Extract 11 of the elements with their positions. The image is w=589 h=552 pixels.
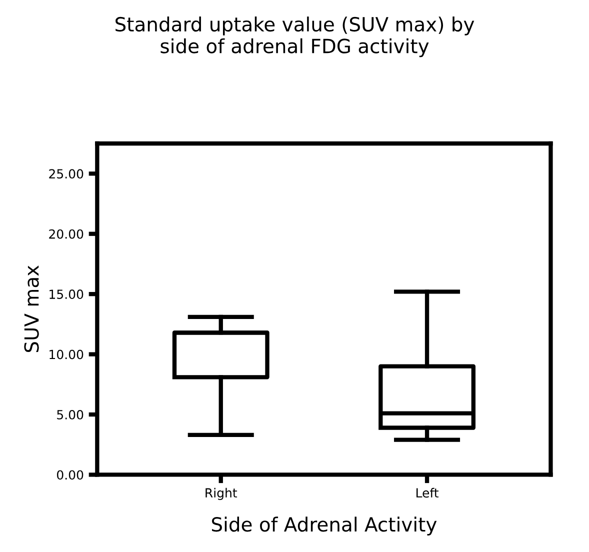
y-tick-label: 15.00 (50, 290, 84, 299)
y-tick-label: 5.00 (57, 410, 84, 420)
x-tick-label: Left (416, 488, 438, 498)
chart-title: Standard uptake value (SUV max) by side of adrenal FDG activity (116, 16, 474, 58)
x-tick-label: Right (206, 488, 238, 500)
y-tick-label: 0.00 (56, 470, 84, 480)
x-axis-title: Side of Adrenal Activity (212, 516, 437, 536)
y-tick-label: 20.00 (49, 229, 84, 239)
y-axis-title: SUV max (24, 266, 39, 352)
y-tick-label: 10.00 (50, 350, 84, 360)
y-tick-label: 25.00 (49, 169, 84, 179)
